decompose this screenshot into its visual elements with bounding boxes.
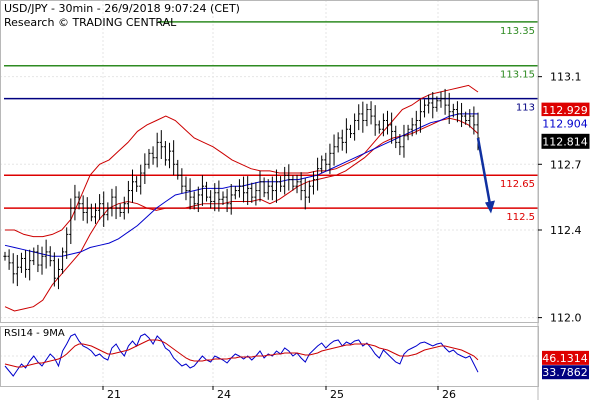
x-tick-label-2: 25 — [330, 388, 344, 400]
forecast-arrow-group — [476, 137, 495, 214]
level-label-support-1: 112.65 — [500, 179, 535, 190]
forecast-arrow-head — [485, 200, 495, 214]
price-tag-label-0: 112.929 — [542, 104, 588, 117]
rsi-tag-bg-1 — [542, 365, 589, 380]
y-tick-label-3: 113.1 — [550, 71, 582, 84]
research-credit: Research © TRADING CENTRAL — [4, 16, 177, 29]
y-tick-label-1: 112.4 — [550, 224, 582, 237]
level-lines: 113.35 113.15 113 112.65 112.5 — [4, 21, 538, 223]
candles — [3, 88, 480, 290]
chart-title: USD/JPY - 30min - 26/9/2018 9:07:24 (CET… — [4, 2, 240, 15]
price-tag-label-1: 112.904 — [542, 118, 588, 131]
rsi-tag-label-0: 46.1314 — [542, 352, 588, 365]
axes — [0, 0, 539, 400]
level-label-resistance-1: 113.15 — [500, 70, 535, 81]
axis-labels: 21 24 25 26 112.0 112.4 112.7 113.1 112.929112.9… — [102, 71, 590, 400]
rsi-title: RSI14 - 9MA — [4, 328, 65, 339]
level-label-resistance-2: 113.35 — [500, 26, 535, 37]
main-grid — [0, 0, 538, 386]
rsi-ma-line — [4, 339, 479, 368]
y-tick-label-2: 112.7 — [550, 158, 582, 171]
price-tag-bg-1 — [541, 116, 590, 132]
bollinger-lower-line — [4, 117, 479, 312]
rsi-lines — [4, 333, 479, 377]
rsi-tag-label-1: 33.7862 — [542, 366, 588, 379]
x-tick-label-3: 26 — [442, 388, 456, 400]
level-label-pivot: 113 — [516, 103, 535, 114]
level-label-support-2: 112.5 — [506, 212, 535, 223]
x-tick-label-0: 21 — [107, 388, 121, 400]
bollinger-upper-line — [5, 84, 479, 238]
forecast-arrow-line — [476, 137, 492, 205]
price-tag-bg-2 — [541, 133, 590, 149]
x-tick-label-1: 24 — [217, 388, 231, 400]
moving-average-line — [4, 113, 478, 257]
indicator-lines — [4, 84, 479, 312]
price-tag-label-2: 112.814 — [542, 135, 588, 148]
rsi-tag-bg-0 — [542, 350, 589, 365]
y-tick-label-0: 112.0 — [550, 312, 582, 325]
